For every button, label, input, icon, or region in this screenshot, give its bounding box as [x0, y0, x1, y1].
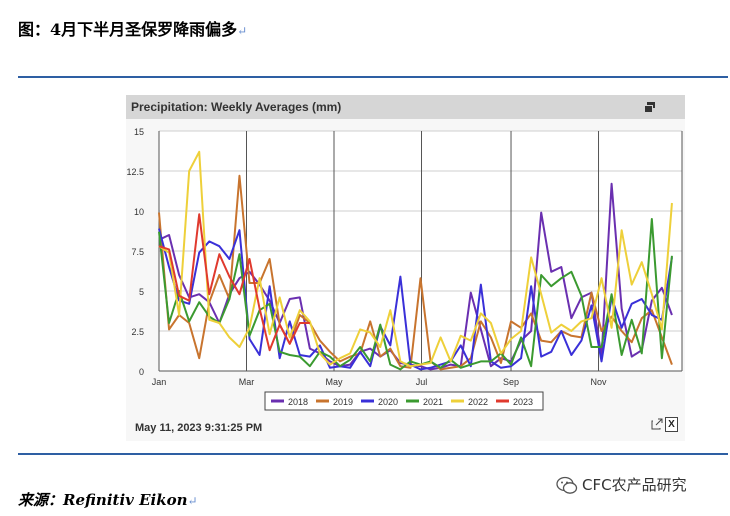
legend-label-2021: 2021 [423, 397, 443, 407]
y-tick-label: 0 [139, 367, 144, 377]
x-tick-label: Jan [152, 377, 167, 387]
legend-label-2019: 2019 [333, 397, 353, 407]
y-tick-label: 10 [134, 207, 144, 217]
timestamp: May 11, 2023 9:31:25 PM [135, 422, 263, 434]
watermark-text: CFC农产品研究 [582, 476, 687, 494]
panel-header: Precipitation: Weekly Averages (mm) [126, 95, 685, 119]
legend-label-2022: 2022 [468, 397, 488, 407]
x-tick-label: Jul [416, 377, 428, 387]
watermark: CFC农产品研究 [556, 474, 687, 496]
legend-box [264, 391, 544, 411]
y-tick-label: 15 [134, 127, 144, 137]
panel-title: Precipitation: Weekly Averages (mm) [131, 100, 342, 114]
x-tick-label: Sep [503, 377, 519, 387]
source-note: 来源：Refinitiv Eikon↵ [18, 489, 198, 510]
paragraph-mark-icon: ↵ [187, 494, 198, 508]
precipitation-chart: 0 2.5 5 7.5 10 12.5 15 Jan Mar May Jul Sep Nov 2018 20… [126, 127, 683, 411]
series-line-2023 [158, 213, 310, 352]
x-tick-label: May [325, 377, 343, 387]
y-tick-label: 5 [139, 287, 144, 297]
figure-title: 图：4月下半月圣保罗降雨偏多↵ [18, 16, 247, 40]
x-tick-label: Mar [239, 377, 255, 387]
paragraph-mark-icon: ↵ [237, 24, 248, 38]
series-line-2022 [158, 150, 673, 368]
export-icon[interactable] [651, 418, 663, 430]
popout-icon[interactable] [644, 102, 655, 113]
series-line-2021 [158, 218, 673, 371]
popout-icon-front [644, 105, 653, 113]
y-tick-label: 12.5 [126, 167, 144, 177]
excel-export-icon[interactable]: X [665, 417, 678, 432]
source-text: 来源：Refinitiv Eikon [18, 491, 188, 509]
series-line-2019 [158, 174, 673, 371]
legend-label-2018: 2018 [288, 397, 308, 407]
bottom-divider [18, 453, 728, 455]
legend-label-2020: 2020 [378, 397, 398, 407]
top-divider [18, 76, 728, 78]
wechat-icon [556, 476, 578, 494]
y-tick-label: 2.5 [131, 327, 144, 337]
figure-title-text: 图：4月下半月圣保罗降雨偏多 [18, 20, 238, 39]
y-tick-label: 7.5 [131, 247, 144, 257]
chart-panel: Precipitation: Weekly Averages (mm) 0 2.5… [126, 95, 685, 441]
legend-label-2023: 2023 [513, 397, 533, 407]
x-tick-label: Nov [591, 377, 608, 387]
